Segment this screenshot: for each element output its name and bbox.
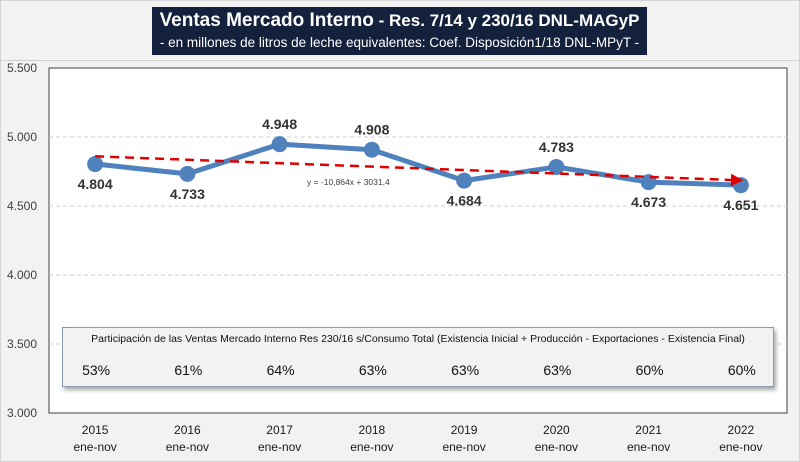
header-divider (0, 60, 800, 61)
x-tick-sublabel: ene-nov (627, 440, 670, 454)
data-point-marker (548, 158, 565, 175)
x-tick-sublabel: ene-nov (350, 440, 393, 454)
data-label: 4.673 (631, 194, 666, 210)
chart-title-main: Ventas Mercado Interno (159, 10, 374, 31)
share-box-title: Participación de las Ventas Mercado Inte… (91, 333, 745, 345)
x-tick-label: 2022 (728, 423, 755, 437)
trendline (95, 155, 744, 187)
x-tick-label: 2017 (266, 423, 293, 437)
x-tick-label: 2019 (451, 423, 478, 437)
y-tick-label: 3.000 (7, 406, 37, 420)
share-value: 63% (451, 362, 480, 378)
x-tick-label: 2018 (359, 423, 386, 437)
x-tick-sublabel: ene-nov (535, 440, 578, 454)
y-tick-label: 5.500 (7, 61, 37, 75)
data-label: 4.908 (354, 122, 389, 138)
x-tick-label: 2016 (174, 423, 201, 437)
data-label: 4.684 (447, 193, 482, 209)
chart-title-box: Ventas Mercado Interno - Res. 7/14 y 230… (152, 7, 647, 55)
chart-subtitle: - en millones de litros de leche equival… (159, 35, 640, 50)
x-tick-sublabel: ene-nov (258, 440, 301, 454)
x-tick-label: 2021 (635, 423, 662, 437)
y-tick-label: 3.500 (7, 337, 37, 351)
x-tick-sublabel: ene-nov (442, 440, 485, 454)
share-value: 53% (82, 362, 111, 378)
y-tick-label: 4.500 (7, 199, 37, 213)
data-point-marker (456, 172, 473, 189)
series-line (94, 141, 741, 188)
data-point-marker (363, 141, 380, 158)
data-point-marker (87, 156, 104, 173)
data-label: 4.783 (539, 139, 574, 155)
x-tick-label: 2015 (82, 423, 109, 437)
data-point-marker (179, 165, 196, 182)
chart-title-sub: - Res. 7/14 y 230/16 DNL-MAGyP (373, 11, 640, 30)
y-tick-label: 5.000 (7, 130, 37, 144)
share-value: 60% (635, 362, 664, 378)
share-value: 60% (727, 362, 756, 378)
chart-title: Ventas Mercado Interno - Res. 7/14 y 230… (152, 9, 647, 33)
x-tick-label: 2020 (543, 423, 570, 437)
x-axis: 2015 ene-nov 2016 ene-nov 2017 ene-nov 2018 ene… (73, 423, 762, 454)
data-point-marker (271, 136, 288, 153)
share-value: 63% (543, 362, 572, 378)
data-labels: 4.804 4.733 4.948 4.908 4.684 4.783 4.673 4.651 (78, 116, 759, 213)
data-label: 4.804 (78, 176, 113, 192)
share-value: 64% (266, 362, 295, 378)
data-label: 4.733 (170, 186, 205, 202)
y-axis: 3.000 3.500 4.000 4.500 5.000 5.500 (7, 61, 37, 420)
trendline-path (95, 155, 744, 187)
x-tick-sublabel: ene-nov (166, 440, 209, 454)
share-value: 61% (174, 362, 203, 378)
data-label: 4.948 (262, 116, 297, 132)
y-tick-label: 4.000 (7, 268, 37, 282)
data-label: 4.651 (723, 197, 758, 213)
share-box: Participación de las Ventas Mercado Inte… (62, 327, 774, 387)
trendline-equation: y = -10,864x + 3031,4 (307, 177, 390, 187)
x-tick-sublabel: ene-nov (719, 440, 762, 454)
x-tick-sublabel: ene-nov (73, 440, 116, 454)
share-value: 63% (358, 362, 387, 378)
